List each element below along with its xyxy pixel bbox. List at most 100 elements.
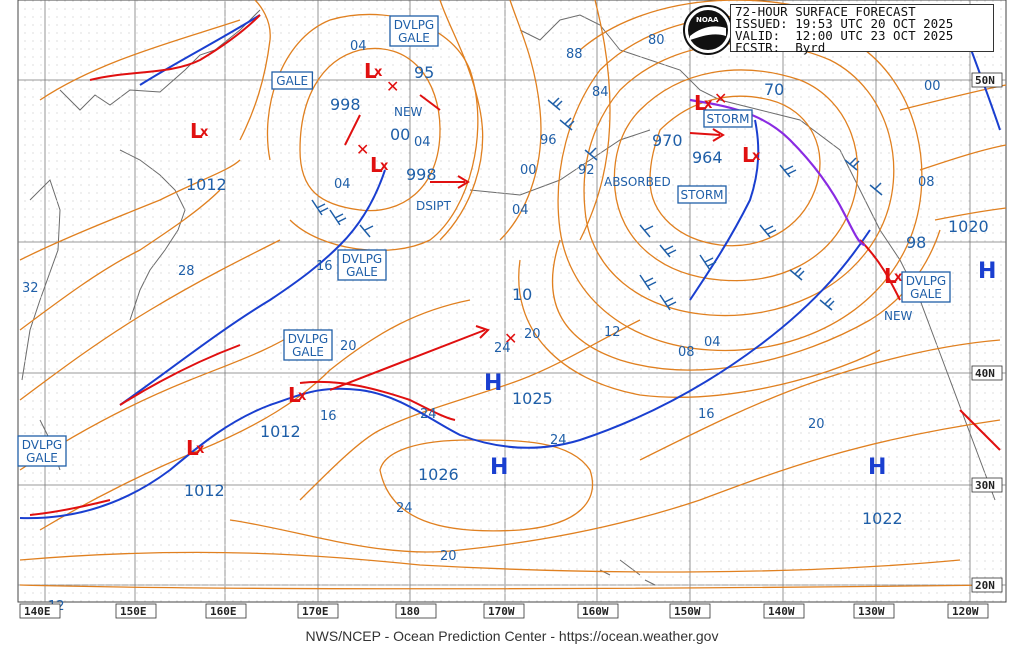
- svg-text:L: L: [694, 91, 707, 115]
- warning-label: GALE: [271, 71, 314, 90]
- svg-text:✕: ✕: [356, 140, 369, 159]
- isobar-label: 20: [808, 417, 825, 432]
- high-pressure-marker: H: [978, 259, 996, 284]
- svg-text:✕: ✕: [504, 329, 517, 348]
- isobar-label: 04: [414, 135, 431, 150]
- high-pressure-marker: H: [868, 455, 886, 480]
- longitude-label: 160E: [210, 605, 237, 618]
- occluded-front: [689, 98, 866, 247]
- low-pressure-value: 964: [692, 148, 723, 167]
- svg-text:L: L: [288, 383, 301, 407]
- svg-text:L: L: [742, 143, 755, 167]
- longitude-label: 180: [400, 605, 420, 618]
- longitude-label: 170E: [302, 605, 329, 618]
- isobar-label: 12: [604, 325, 621, 340]
- svg-text:GALE: GALE: [910, 287, 942, 301]
- svg-text:L: L: [370, 153, 383, 177]
- longitude-labels: 140E 150E 160E 170E 180 170W 160W 150W 140W 130W 1…: [19, 603, 989, 619]
- svg-text:x: x: [196, 442, 205, 457]
- isobar-label: 20: [340, 339, 357, 354]
- svg-text:NOAA: NOAA: [696, 16, 719, 24]
- isobar-label: 08: [918, 175, 935, 190]
- isobar-label: 84: [592, 85, 609, 100]
- svg-text:x: x: [380, 159, 389, 174]
- warning-label: STORM: [703, 109, 753, 128]
- isobar-label: 24: [494, 341, 511, 356]
- isobar-label: 16: [698, 407, 715, 422]
- svg-text:✕: ✕: [386, 77, 399, 96]
- low-pressure-value: 1012: [186, 175, 227, 194]
- isobar-label: 24: [550, 433, 567, 448]
- isobar-label: 00: [924, 79, 941, 94]
- low-pressure-value: 998: [330, 95, 361, 114]
- high-pressure-value: 1020: [948, 217, 989, 236]
- svg-text:x: x: [894, 270, 903, 285]
- svg-text:L: L: [884, 264, 897, 288]
- longitude-label: 150E: [120, 605, 147, 618]
- isobar-label: 28: [178, 264, 195, 279]
- isobar-label: 00: [520, 163, 537, 178]
- annotation-text: NEW: [884, 309, 913, 323]
- warm-front: [29, 14, 1001, 516]
- svg-text:STORM: STORM: [680, 188, 723, 202]
- high-pressure-value: 1026: [418, 465, 459, 484]
- isobar-label: 16: [316, 259, 333, 274]
- annotation-text: DSIPT: [416, 199, 452, 213]
- high-pressure-marker: H: [484, 371, 502, 396]
- svg-text:x: x: [374, 65, 383, 80]
- svg-text:STORM: STORM: [706, 112, 749, 126]
- isobar-label: 92: [578, 163, 595, 178]
- latitude-label: 20N: [975, 579, 995, 592]
- low-pressure-value: 95: [414, 63, 434, 82]
- svg-text:DVLPG: DVLPG: [342, 252, 382, 266]
- low-pressure-value: 10: [512, 285, 532, 304]
- isobar-label: 08: [678, 345, 695, 360]
- longitude-label: 170W: [488, 605, 515, 618]
- high-pressure-value: 1025: [512, 389, 553, 408]
- isobar-label: 24: [420, 407, 437, 422]
- low-pressure-value: 970: [652, 131, 683, 150]
- isobar-label: 20: [440, 549, 457, 564]
- svg-text:✕: ✕: [714, 89, 727, 108]
- low-pressure-value: 00: [390, 125, 410, 144]
- high-pressure-value: 1022: [862, 509, 903, 528]
- longitude-label: 140W: [768, 605, 795, 618]
- svg-text:GALE: GALE: [292, 345, 324, 359]
- svg-text:GALE: GALE: [276, 74, 308, 88]
- latitude-label: 40N: [975, 367, 995, 380]
- longitude-label: 160W: [582, 605, 609, 618]
- svg-text:L: L: [186, 436, 199, 460]
- wind-barbs: [311, 97, 883, 311]
- header-forecaster: FCSTR: Byrd: [735, 40, 826, 55]
- header-title: 72-HOUR SURFACE FORECAST: [735, 4, 916, 19]
- svg-text:DVLPG: DVLPG: [22, 438, 62, 452]
- low-pressure-value: 1012: [184, 481, 225, 500]
- high-pressure-marker: H: [490, 455, 508, 480]
- footer-credit: NWS/NCEP - Ocean Prediction Center - htt…: [305, 628, 719, 644]
- svg-text:x: x: [752, 149, 761, 164]
- svg-text:DVLPG: DVLPG: [394, 18, 434, 32]
- storm-tracks: [329, 94, 725, 391]
- longitude-label: 130W: [858, 605, 885, 618]
- ocean-stipple: [18, 0, 1006, 602]
- noaa-logo: NOAA: [683, 5, 733, 55]
- svg-text:GALE: GALE: [346, 265, 378, 279]
- isobar-label: 04: [350, 39, 367, 54]
- warning-label: STORM: [677, 185, 727, 204]
- low-pressure-value: 1012: [260, 422, 301, 441]
- svg-text:L: L: [190, 119, 203, 143]
- header-issued: ISSUED: 19:53 UTC 20 OCT 2025: [735, 16, 954, 31]
- svg-text:GALE: GALE: [398, 31, 430, 45]
- isobar-label: 04: [704, 335, 721, 350]
- latitude-label: 50N: [975, 74, 995, 87]
- isobar-label: 04: [334, 177, 351, 192]
- longitude-label: 120W: [952, 605, 979, 618]
- svg-text:x: x: [200, 125, 209, 140]
- low-pressure-value: 70: [764, 80, 784, 99]
- low-markers: Lx Lx Lx Lx Lx Lx Lx Lx ✕ ✕ ✕ ✕: [186, 59, 903, 460]
- svg-text:x: x: [704, 97, 713, 112]
